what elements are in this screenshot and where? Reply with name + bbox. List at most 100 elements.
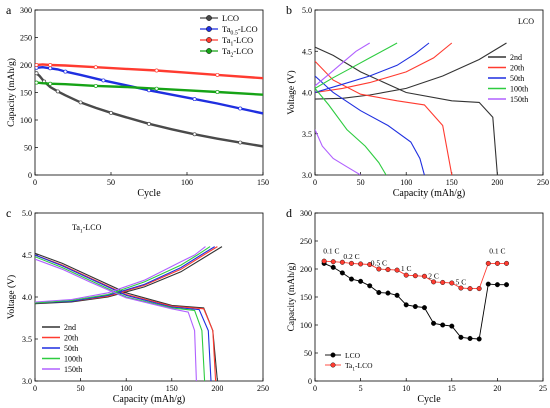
data-point (93, 83, 98, 88)
y-tick-label: 300 (300, 209, 312, 218)
y-tick-label: 3.0 (22, 377, 32, 386)
x-tick-label: 150 (257, 178, 269, 187)
data-point (192, 132, 197, 137)
data-point (358, 278, 364, 284)
data-point (35, 71, 39, 76)
discharge-curve-100th (315, 88, 387, 175)
discharge-curve-150th (315, 129, 361, 175)
data-point (458, 334, 464, 340)
data-point (238, 140, 243, 145)
y-tick-label: 3.5 (22, 335, 32, 344)
data-point (504, 282, 510, 288)
data-point (48, 81, 53, 86)
series-line-Ta2-LCO (36, 81, 263, 96)
x-tick-label: 250 (257, 384, 269, 393)
charge-curve-2nd (35, 246, 223, 305)
data-point (78, 100, 83, 105)
data-point (458, 285, 464, 291)
charge-curve-20th (315, 42, 453, 94)
x-tick-label: 25 (539, 384, 547, 393)
discharge-curve-20th (315, 60, 453, 175)
discharge-curve-150th (35, 258, 197, 381)
data-point (154, 86, 159, 91)
legend-label: 150th (64, 365, 82, 374)
legend-label: 150th (510, 95, 528, 104)
plot-area (321, 258, 510, 342)
y-axis-title: Capacity (mAh/g) (6, 58, 17, 127)
x-tick-label: 0 (33, 178, 37, 187)
y-tick-label: 50 (24, 144, 32, 153)
data-point (215, 89, 220, 94)
data-point (48, 63, 53, 67)
data-point (394, 292, 400, 298)
panel-a: 0 50 100 150 0 50 100 150 200 250 300 Cycle Capacity… (6, 3, 269, 199)
data-point (449, 323, 455, 329)
x-tick-label: 10 (402, 384, 410, 393)
legend-label: 100th (510, 85, 528, 94)
y-axis-title: Capacity (mAh/g) (286, 263, 297, 332)
x-tick-label: 100 (181, 178, 193, 187)
panel-d: 0 5 10 15 20 25050100150200250300CycleCapacit… (286, 206, 547, 405)
legend-label: Ta0.5-LCO (222, 24, 258, 37)
data-point (35, 63, 39, 67)
x-axis-title: Cycle (137, 188, 161, 199)
x-axis-title: Capacity (mAh/g) (113, 394, 185, 405)
legend-marker (206, 15, 212, 21)
data-point (147, 121, 151, 126)
legend-marker (206, 37, 212, 43)
charge-curve-150th (315, 42, 370, 87)
y-tick-label: 100 (300, 321, 312, 330)
plot-area (35, 246, 223, 381)
data-point (376, 266, 382, 272)
data-point (431, 320, 437, 326)
data-point (339, 270, 345, 276)
data-point (154, 68, 159, 73)
legend-label: 20th (64, 334, 78, 343)
legend-label: LCO (345, 351, 361, 360)
x-tick-label: 100 (120, 384, 132, 393)
data-point (367, 262, 373, 268)
data-point (93, 65, 98, 70)
rate-label: 0.5 C (371, 259, 387, 268)
data-point (421, 305, 427, 311)
legend-label: LCO (222, 13, 239, 23)
x-axis-title: Cycle (417, 394, 441, 405)
x-tick-label: 50 (107, 178, 115, 187)
charge-curve-100th (315, 42, 398, 89)
data-point (35, 80, 39, 85)
y-axis-title: Voltage (V) (286, 70, 297, 114)
y-tick-label: 3.0 (302, 171, 312, 180)
data-point (109, 110, 113, 115)
y-tick-label: 200 (300, 265, 312, 274)
data-point (367, 283, 373, 289)
data-point (358, 261, 364, 267)
data-point (412, 304, 418, 310)
x-tick-label: 250 (537, 178, 549, 187)
data-point (403, 272, 409, 278)
y-tick-label: 4.0 (302, 89, 312, 98)
y-tick-label: 0 (28, 171, 32, 180)
legend-label: 20th (510, 64, 524, 73)
rate-label: 0.1 C (489, 246, 505, 255)
legend-label: 50th (510, 74, 524, 83)
data-point (449, 280, 455, 286)
data-point (494, 282, 500, 288)
x-tick-label: 50 (357, 178, 365, 187)
y-tick-label: 5.0 (22, 209, 32, 218)
data-point (385, 267, 391, 273)
data-point (440, 279, 446, 285)
data-point (440, 322, 446, 328)
data-point (55, 89, 60, 94)
data-point (476, 336, 482, 342)
y-tick-label: 200 (20, 61, 32, 70)
y-tick-label: 0 (308, 377, 312, 386)
data-point (330, 259, 336, 265)
data-point (485, 260, 491, 266)
y-tick-label: 3.5 (302, 130, 312, 139)
data-point (48, 66, 53, 71)
data-point (321, 258, 327, 264)
panel-label: c (6, 206, 11, 220)
data-point (467, 286, 473, 292)
x-tick-label: 100 (400, 178, 412, 187)
discharge-curve-2nd (315, 46, 498, 175)
